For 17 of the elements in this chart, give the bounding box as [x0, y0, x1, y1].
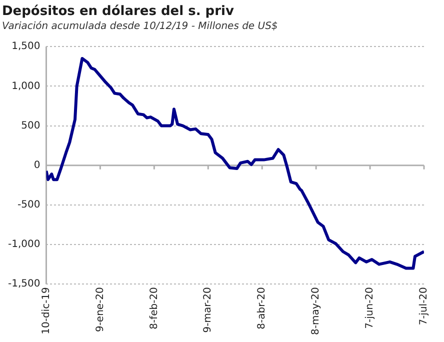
- x-tick-label: 8-may-20: [310, 287, 322, 336]
- y-tick-label: 500: [21, 120, 40, 132]
- y-tick-label: -500: [18, 200, 40, 211]
- x-tick-label: 7-jul-20: [418, 287, 430, 326]
- x-tick-label: 8-abr-20: [256, 287, 268, 330]
- y-tick-label: 0: [34, 160, 40, 171]
- x-tick-label: 7-jun-20: [364, 287, 376, 329]
- x-tick-label: 9-mar-20: [202, 287, 214, 333]
- x-tick-label: 8-feb-20: [148, 287, 160, 330]
- y-tick-label: 1,000: [12, 80, 40, 92]
- x-tick-label: 9-ene-20: [94, 287, 106, 332]
- y-tick-label: 1,500: [12, 41, 40, 52]
- y-tick-label: -1,500: [8, 278, 40, 290]
- x-tick-label: 10-dic-19: [40, 287, 52, 334]
- chart-subtitle: Variación acumulada desde 10/12/19 - Millones de US$: [2, 21, 278, 32]
- chart-title: Depósitos en dólares del s. priv: [2, 4, 234, 20]
- y-tick-label: -1,000: [8, 239, 40, 250]
